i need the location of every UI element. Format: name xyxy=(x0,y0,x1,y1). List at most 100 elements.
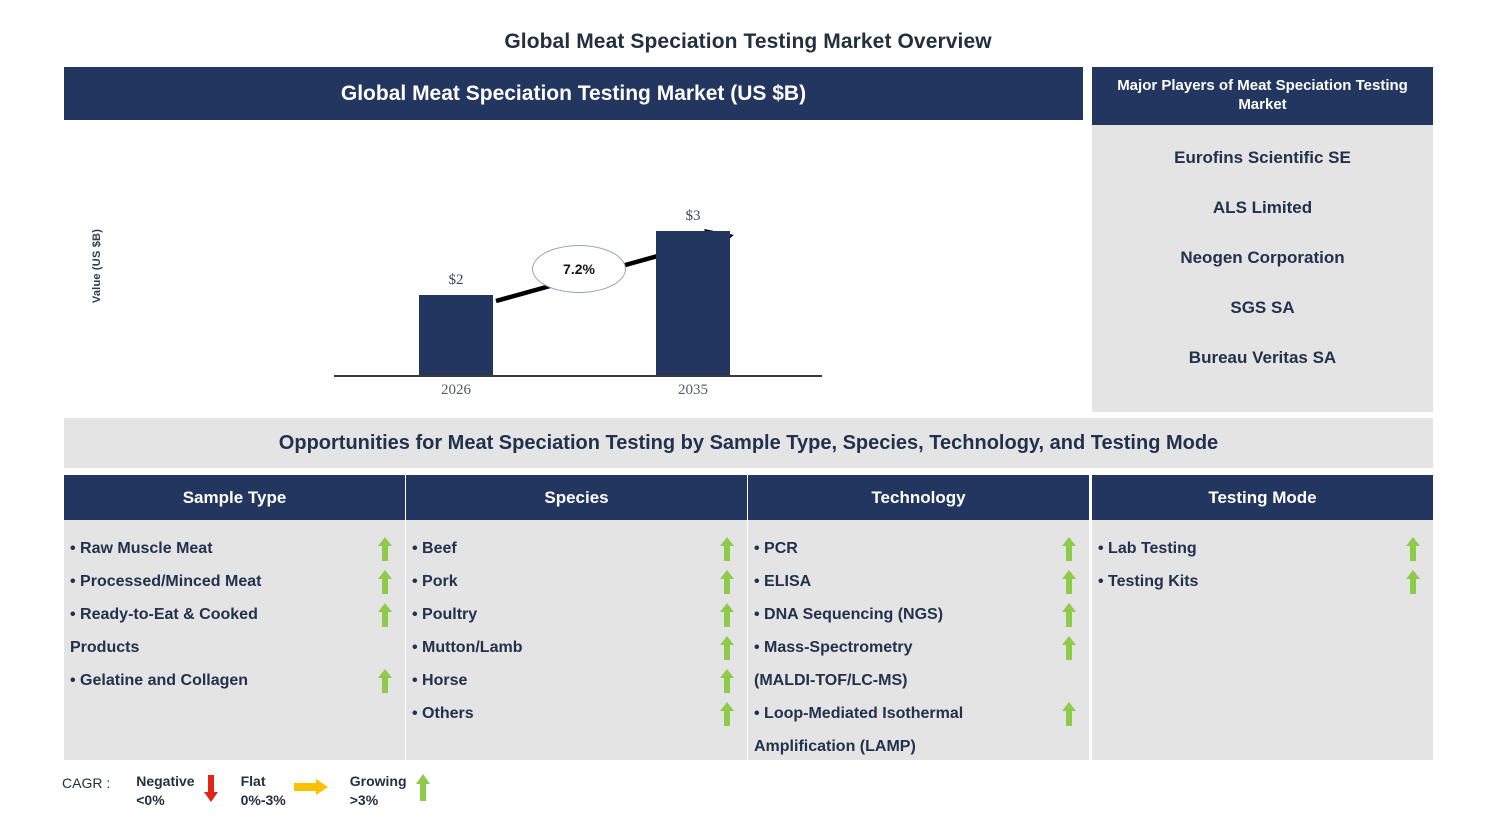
arrow-up-green-icon xyxy=(1061,603,1077,627)
arrow-up-green-icon xyxy=(1061,636,1077,660)
major-players-title: Major Players of Meat Speciation Testing… xyxy=(1092,67,1433,125)
legend-item-growing: Growing >3% xyxy=(350,772,447,810)
list-item: • Raw Muscle Meat xyxy=(64,532,405,565)
cagr-legend-label: CAGR : xyxy=(62,775,111,791)
list-item: • Gelatine and Collagen xyxy=(64,664,405,697)
arrow-up-green-icon xyxy=(719,636,735,660)
arrow-up-green-icon xyxy=(377,570,393,594)
legend-item-name: Negative xyxy=(136,773,195,789)
legend-item-range: <0% xyxy=(136,791,165,808)
arrow-right-yellow-icon xyxy=(293,772,328,799)
arrow-up-green-icon xyxy=(719,570,735,594)
list-item: • Horse xyxy=(406,664,747,697)
list-item-label: • Pork xyxy=(412,573,458,590)
list-item-label: • Gelatine and Collagen xyxy=(70,672,249,689)
bar-value-2035: $3 xyxy=(685,208,701,224)
arrow-up-green-icon xyxy=(719,603,735,627)
list-item: • Others xyxy=(406,697,747,730)
list-item: • Mutton/Lamb xyxy=(406,631,747,664)
market-chart-panel: Global Meat Speciation Testing Market (U… xyxy=(64,67,1083,462)
column-body: • Beef • Pork • Poultry • Mutton/Lamb xyxy=(406,520,747,730)
arrow-up-green-icon xyxy=(1061,537,1077,561)
list-item-label: • ELISA xyxy=(754,573,812,590)
opportunity-column-technology: Technology • PCR • ELISA • DNA Sequencin… xyxy=(748,475,1089,760)
list-item-label: • Lab Testing xyxy=(1098,540,1197,557)
legend-item-flat: Flat 0%-3% xyxy=(241,772,344,810)
column-title: Technology xyxy=(748,475,1089,520)
list-item-label: • PCR xyxy=(754,540,798,557)
list-item: • DNA Sequencing (NGS) xyxy=(748,598,1089,631)
list-item-label: • Mutton/Lamb xyxy=(412,639,523,656)
arrow-up-green-icon xyxy=(377,669,393,693)
list-item-label: • Loop-Mediated Isothermal Amplification… xyxy=(754,705,964,755)
legend-item-range: 0%-3% xyxy=(240,791,286,808)
chart-plot-area: Value (US $B) $2 $3 2026 2035 7.2% Sourc… xyxy=(64,120,1083,462)
legend-item-text: Flat 0%-3% xyxy=(241,772,286,810)
list-item-label: • DNA Sequencing (NGS) xyxy=(754,606,944,623)
list-item: • Testing Kits xyxy=(1092,565,1433,598)
list-item: Bureau Veritas SA xyxy=(1188,348,1337,367)
opportunity-column-species: Species • Beef • Pork • Poultry xyxy=(406,475,747,760)
legend-item-name: Flat xyxy=(240,773,266,789)
list-item: • Poultry xyxy=(406,598,747,631)
column-title: Testing Mode xyxy=(1092,475,1433,520)
list-item: • Mass-Spectrometry (MALDI-TOF/LC-MS) xyxy=(748,631,1089,697)
list-item-label: • Others xyxy=(412,705,474,722)
arrow-up-green-icon xyxy=(1405,537,1421,561)
bar-2035 xyxy=(656,231,730,375)
arrow-up-green-icon xyxy=(377,537,393,561)
arrow-up-green-icon xyxy=(377,603,393,627)
column-title: Species xyxy=(406,475,747,520)
column-body: • PCR • ELISA • DNA Sequencing (NGS) • M… xyxy=(748,520,1089,763)
list-item: SGS SA xyxy=(1230,298,1295,317)
opportunities-header: Opportunities for Meat Speciation Testin… xyxy=(64,418,1433,468)
major-players-panel: Major Players of Meat Speciation Testing… xyxy=(1092,67,1433,412)
list-item: Eurofins Scientific SE xyxy=(1174,148,1351,167)
chart-x-axis-line xyxy=(334,375,822,377)
chart-panel-title: Global Meat Speciation Testing Market (U… xyxy=(64,67,1083,120)
legend-item-text: Growing >3% xyxy=(350,772,407,810)
list-item-label: • Processed/Minced Meat xyxy=(70,573,262,590)
list-item: • Processed/Minced Meat xyxy=(64,565,405,598)
list-item-label: • Testing Kits xyxy=(1098,573,1199,590)
list-item: • Lab Testing xyxy=(1092,532,1433,565)
column-body: • Lab Testing • Testing Kits xyxy=(1092,520,1433,598)
x-tick-2035: 2035 xyxy=(678,382,708,398)
list-item: ALS Limited xyxy=(1212,198,1313,217)
arrow-up-green-icon xyxy=(415,772,431,805)
list-item-label: • Beef xyxy=(412,540,457,557)
list-item-label: • Poultry xyxy=(412,606,478,623)
page-title: Global Meat Speciation Testing Market Ov… xyxy=(504,30,992,53)
arrow-down-red-icon xyxy=(203,772,219,805)
cagr-bubble: 7.2% xyxy=(532,245,626,293)
arrow-up-green-icon xyxy=(1405,570,1421,594)
list-item: • Ready-to-Eat & Cooked Products xyxy=(64,598,405,664)
list-item-label: • Horse xyxy=(412,672,468,689)
arrow-up-green-icon xyxy=(719,537,735,561)
major-players-list: Eurofins Scientific SE ALS Limited Neoge… xyxy=(1092,125,1433,368)
list-item: Neogen Corporation xyxy=(1180,248,1345,267)
list-item-label: • Raw Muscle Meat xyxy=(70,540,213,557)
opportunity-column-testing-mode: Testing Mode • Lab Testing • Testing Kit… xyxy=(1092,475,1433,760)
legend-item-text: Negative <0% xyxy=(136,772,194,810)
arrow-up-green-icon xyxy=(719,702,735,726)
list-item: • ELISA xyxy=(748,565,1089,598)
list-item: • Loop-Mediated Isothermal Amplification… xyxy=(748,697,1089,763)
arrow-up-green-icon xyxy=(1061,702,1077,726)
list-item: • Pork xyxy=(406,565,747,598)
list-item: • PCR xyxy=(748,532,1089,565)
x-tick-2026: 2026 xyxy=(441,382,471,398)
legend-item-range: >3% xyxy=(349,791,379,808)
list-item-label: • Mass-Spectrometry (MALDI-TOF/LC-MS) xyxy=(754,639,913,689)
legend-item-name: Growing xyxy=(349,773,407,789)
opportunity-column-sample-type: Sample Type • Raw Muscle Meat • Processe… xyxy=(64,475,405,760)
column-title: Sample Type xyxy=(64,475,405,520)
cagr-legend: CAGR : Negative <0% Flat 0%-3% Growing >… xyxy=(62,772,453,810)
list-item-label: • Ready-to-Eat & Cooked Products xyxy=(70,606,258,656)
chart-y-axis-label: Value (US $B) xyxy=(91,228,103,304)
list-item: • Beef xyxy=(406,532,747,565)
arrow-up-green-icon xyxy=(1061,570,1077,594)
bar-2026 xyxy=(419,295,493,375)
bar-value-2026: $2 xyxy=(448,272,464,288)
